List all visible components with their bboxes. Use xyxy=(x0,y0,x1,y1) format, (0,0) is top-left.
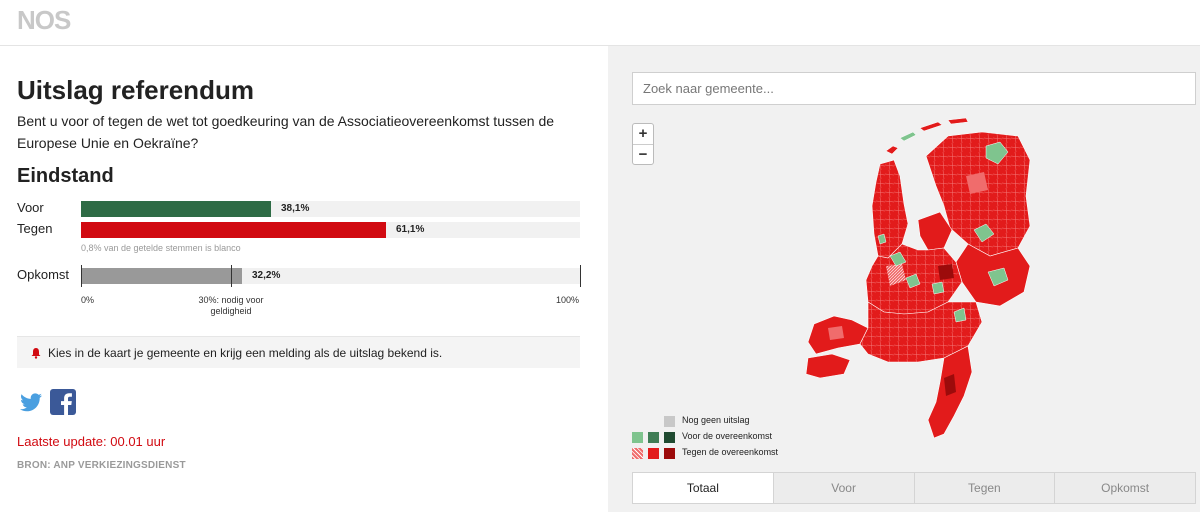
result-panel: Uitslag referendum Bent u voor of tegen … xyxy=(0,46,608,512)
tegen-percentage: 61,1% xyxy=(396,224,425,235)
bell-icon xyxy=(31,348,41,359)
map-region-voor[interactable] xyxy=(973,223,995,243)
map-region-voor[interactable] xyxy=(953,307,967,323)
tegen-label: Tegen xyxy=(17,221,53,236)
zoom-out-button[interactable]: − xyxy=(633,144,653,164)
last-update: Laatste update: 00.01 uur xyxy=(17,434,166,449)
legend-label-voor: Voor de overeenkomst xyxy=(682,431,773,441)
map-region-voor[interactable] xyxy=(905,273,921,289)
twitter-icon xyxy=(20,393,42,412)
twitter-share-button[interactable] xyxy=(18,389,44,420)
map-region-tegen-light[interactable] xyxy=(828,326,844,340)
legend-row-tegen: Tegen de overeenkomst xyxy=(632,447,832,460)
nos-logo[interactable]: NOS xyxy=(17,5,71,35)
map-region-vlieland[interactable] xyxy=(899,131,917,142)
turnout-bar-track: 32,2% xyxy=(81,268,580,284)
turnout-percentage: 32,2% xyxy=(252,270,281,281)
section-title: Eindstand xyxy=(17,165,114,187)
page-title: Uitslag referendum xyxy=(17,75,254,105)
map-municipality-borders xyxy=(860,132,1030,362)
voor-percentage: 38,1% xyxy=(281,203,310,214)
legend-swatch-no-result xyxy=(664,416,675,427)
turnout-axis-start xyxy=(81,265,82,287)
turnout-axis-end xyxy=(580,265,581,287)
map-region-voor[interactable] xyxy=(931,281,945,295)
facebook-share-button[interactable] xyxy=(50,389,76,420)
tab-opkomst[interactable]: Opkomst xyxy=(1054,473,1195,503)
map-panel: + − xyxy=(608,46,1200,512)
legend-swatch-voor-light xyxy=(632,432,643,443)
top-bar: NOS xyxy=(0,0,1200,46)
map-region-tegen-dark[interactable] xyxy=(938,264,954,280)
legend-swatch-tegen-light xyxy=(632,448,643,459)
map-region-voor[interactable] xyxy=(877,233,887,245)
map-region-voor[interactable] xyxy=(889,251,907,267)
notification-text: Kies in de kaart je gemeente en krijg ee… xyxy=(48,346,443,360)
legend-row-no-result: Nog geen uitslag xyxy=(632,415,832,428)
map-region-texel[interactable] xyxy=(885,145,899,155)
turnout-label: Opkomst xyxy=(17,267,70,282)
legend-swatch-tegen-mid xyxy=(648,448,659,459)
facebook-icon xyxy=(50,389,76,415)
tab-totaal[interactable]: Totaal xyxy=(633,473,773,503)
map-region-terschelling[interactable] xyxy=(919,121,943,132)
turnout-axis-max: 100% xyxy=(556,295,580,305)
tab-voor[interactable]: Voor xyxy=(772,473,914,503)
voor-bar-track: 38,1% xyxy=(81,201,580,217)
legend-swatch-voor-dark xyxy=(664,432,675,443)
turnout-bar xyxy=(81,268,242,284)
voor-bar xyxy=(81,201,271,217)
legend-swatch-tegen-dark xyxy=(664,448,675,459)
tegen-bar-track: 61,1% xyxy=(81,222,580,238)
voor-label: Voor xyxy=(17,200,44,215)
tegen-bar xyxy=(81,222,386,238)
municipality-search-input[interactable] xyxy=(632,72,1196,105)
tab-tegen[interactable]: Tegen xyxy=(913,473,1055,503)
turnout-threshold-label: 30%: nodig voor geldigheid xyxy=(198,295,264,316)
legend-label-tegen: Tegen de overeenkomst xyxy=(682,447,779,457)
map-region-tegen-dark[interactable] xyxy=(944,374,956,396)
blanco-note: 0,8% van de getelde stemmen is blanco xyxy=(81,243,241,253)
map-region-zeeuws-vlaanderen[interactable] xyxy=(805,353,851,379)
map-region-voor[interactable] xyxy=(985,141,1009,165)
legend-label-no-result: Nog geen uitslag xyxy=(682,415,750,425)
netherlands-municipality-map[interactable] xyxy=(768,116,1048,456)
zoom-control: + − xyxy=(632,123,654,165)
map-region-tegen-light[interactable] xyxy=(886,264,906,286)
legend-swatch-voor-mid xyxy=(648,432,659,443)
map-region-ameland[interactable] xyxy=(947,117,969,125)
zoom-in-button[interactable]: + xyxy=(638,125,648,142)
legend-row-voor: Voor de overeenkomst xyxy=(632,431,832,444)
map-region-tegen-light[interactable] xyxy=(966,172,988,194)
referendum-question: Bent u voor of tegen de wet tot goedkeur… xyxy=(17,113,555,151)
source-credit: BRON: ANP VERKIEZINGSDIENST xyxy=(17,460,186,471)
map-view-tabs: Totaal Voor Tegen Opkomst xyxy=(632,472,1196,504)
turnout-threshold-marker xyxy=(231,265,232,287)
turnout-axis-min: 0% xyxy=(81,295,95,305)
notification-banner: Kies in de kaart je gemeente en krijg ee… xyxy=(17,336,580,368)
map-region-voor[interactable] xyxy=(987,267,1009,287)
